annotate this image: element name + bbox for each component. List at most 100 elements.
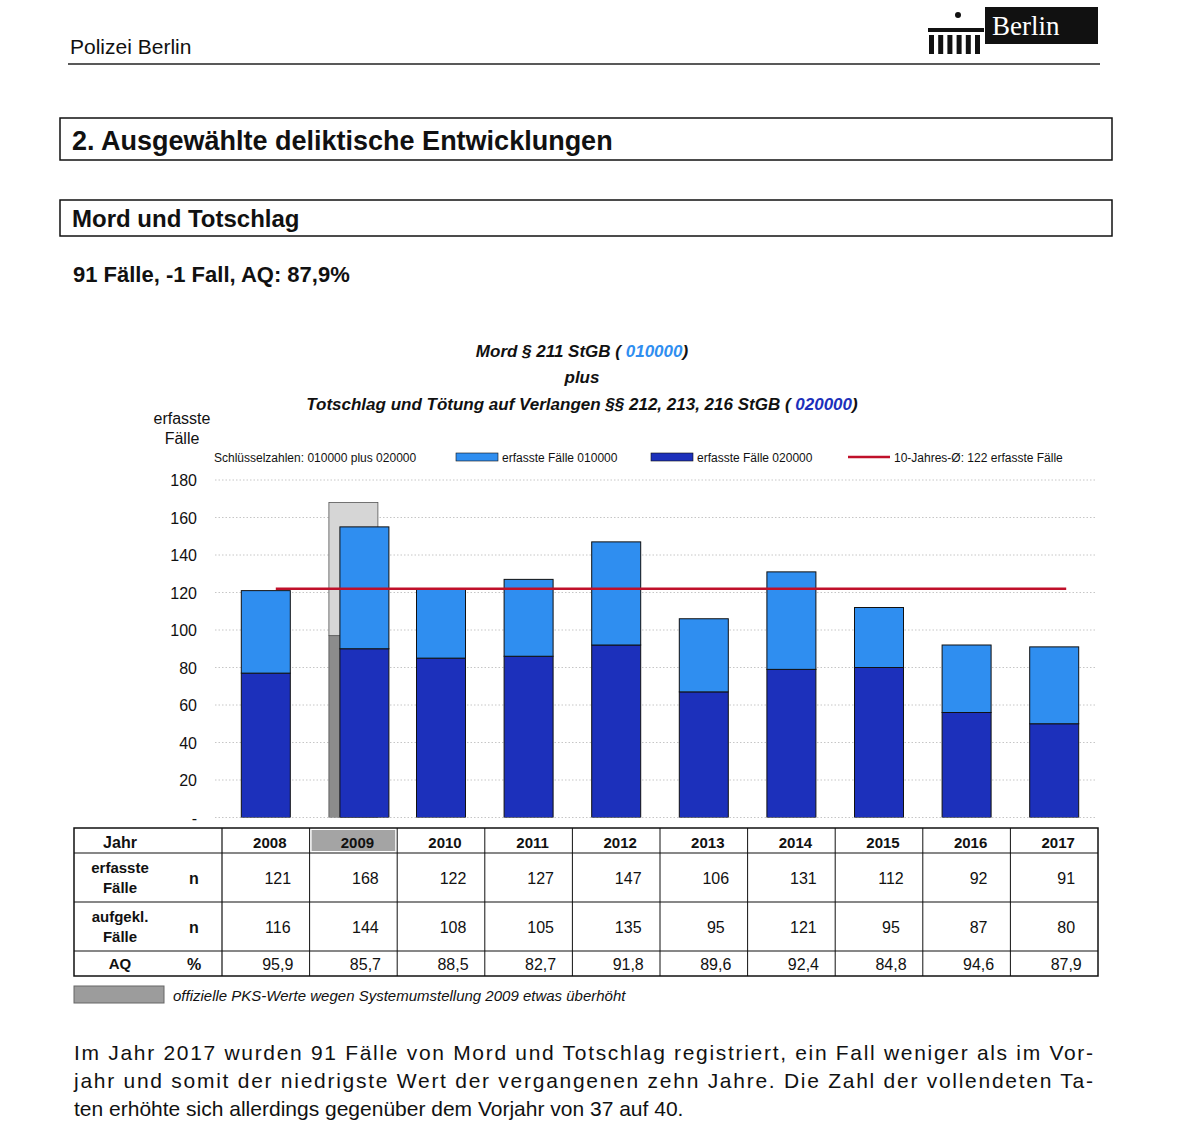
title-part: ) — [680, 342, 688, 361]
footnote: offizielle PKS-Werte wegen Systemumstell… — [173, 987, 626, 1004]
logo-column — [975, 35, 980, 54]
table-value: 105 — [527, 919, 554, 936]
subsection-box — [60, 200, 1112, 236]
logo-box — [985, 7, 1098, 44]
table-value: 94,6 — [963, 956, 994, 973]
bar — [417, 589, 466, 658]
grid-line — [215, 480, 1097, 481]
table-value: 85,7 — [350, 956, 381, 973]
table-value: 144 — [352, 919, 379, 936]
y-tick-label: 100 — [170, 622, 197, 639]
header-rule — [68, 63, 1100, 65]
table-value: 121 — [790, 919, 817, 936]
row-label-line: Fälle — [103, 928, 137, 945]
table-value: 91,8 — [613, 956, 644, 973]
y-axis-label: erfassteFälle — [154, 410, 211, 447]
bar — [592, 542, 641, 645]
y-tick-label: 40 — [179, 735, 197, 752]
table-rule — [1010, 828, 1011, 976]
year-label: 2009 — [341, 834, 374, 851]
table-value: 87 — [970, 919, 988, 936]
table-frame — [74, 828, 1098, 976]
legend-swatch — [456, 453, 498, 461]
row-unit: % — [187, 956, 201, 973]
y-tick-label: 140 — [170, 547, 197, 564]
y-tick-label: 180 — [170, 472, 197, 489]
y-tick-label: 120 — [170, 585, 197, 602]
table-value: 92 — [970, 870, 988, 887]
table-rule — [309, 828, 310, 976]
bar — [942, 713, 991, 818]
bar — [417, 658, 466, 817]
row-label-line: erfasste — [91, 859, 149, 876]
table-rule — [922, 828, 923, 976]
table-value: 82,7 — [525, 956, 556, 973]
bar — [241, 673, 290, 817]
paragraph-line: ten erhöhte sich allerdings gegenüber de… — [74, 1097, 683, 1120]
logo-column — [957, 35, 962, 54]
table-value: 84,8 — [875, 956, 906, 973]
table-rule — [835, 828, 836, 976]
table-value: 135 — [615, 919, 642, 936]
bar — [340, 649, 389, 818]
bar — [1030, 724, 1079, 818]
table-value: 88,5 — [437, 956, 468, 973]
year-label: 2013 — [691, 834, 724, 851]
table-value: 122 — [440, 870, 467, 887]
logo-column — [966, 35, 971, 54]
logo-column — [929, 35, 934, 54]
paragraph-line: Im Jahr 2017 wurden 91 Fälle von Mord un… — [74, 1041, 1093, 1064]
table-rule — [74, 950, 1098, 951]
table-value: 106 — [702, 870, 729, 887]
table-value: 92,4 — [788, 956, 819, 973]
table-value: 127 — [527, 870, 554, 887]
row-label: erfasste Fälle — [91, 859, 149, 896]
legend-label: erfasste Fälle 010000 — [502, 451, 618, 465]
y-axis-label-line: erfasste — [154, 410, 211, 427]
table-value: 95 — [882, 919, 900, 936]
table-value: 89,6 — [700, 956, 731, 973]
highlight-cell — [312, 830, 396, 851]
section-box — [60, 118, 1112, 160]
year-label: 2016 — [954, 834, 987, 851]
table-value: 108 — [440, 919, 467, 936]
table-value: 147 — [615, 870, 642, 887]
subsection-title: Mord und Totschlag — [72, 205, 300, 232]
table-rule — [397, 828, 398, 976]
logo-bar — [928, 28, 984, 32]
table-value: 168 — [352, 870, 379, 887]
legend-line — [848, 456, 890, 459]
bar — [767, 669, 816, 817]
row-label-line: Fälle — [103, 879, 137, 896]
y-tick-label: 60 — [179, 697, 197, 714]
logo-column — [947, 35, 952, 54]
grid — [215, 480, 1097, 818]
year-label: 2015 — [866, 834, 899, 851]
year-label: 2012 — [604, 834, 637, 851]
legend-label: erfasste Fälle 020000 — [697, 451, 813, 465]
chart-title: Mord § 211 StGB ( 010000) — [476, 342, 689, 361]
footnote-swatch — [74, 986, 164, 1003]
bar — [942, 645, 991, 713]
chart-subtitle: plus — [564, 368, 600, 387]
table-value: 95,9 — [262, 956, 293, 973]
plot — [241, 503, 1078, 818]
summary: 91 Fälle, -1 Fall, AQ: 87,9% — [73, 262, 350, 287]
row-label-line: AQ — [109, 955, 132, 972]
bar — [504, 656, 553, 817]
legend-prefix: Schlüsselzahlen: 010000 plus 020000 — [214, 451, 416, 465]
table-rule — [660, 828, 661, 976]
table-rule — [572, 828, 573, 976]
chart-title: Totschlag und Tötung auf Verlangen §§ 21… — [306, 395, 858, 414]
y-tick-label: 80 — [179, 660, 197, 677]
table-value: 87,9 — [1051, 956, 1082, 973]
row-label: aufgekl.Fälle — [92, 908, 149, 945]
table-rule — [74, 901, 1098, 902]
y-tick-label: 20 — [179, 772, 197, 789]
page: Polizei BerlinBerlin2. Ausgewählte delik… — [0, 0, 1200, 1134]
year-label: 2014 — [779, 834, 813, 851]
bar — [592, 645, 641, 818]
year-label: 2010 — [428, 834, 461, 851]
legend-swatch — [651, 453, 693, 461]
logo-text: Berlin — [992, 11, 1060, 41]
